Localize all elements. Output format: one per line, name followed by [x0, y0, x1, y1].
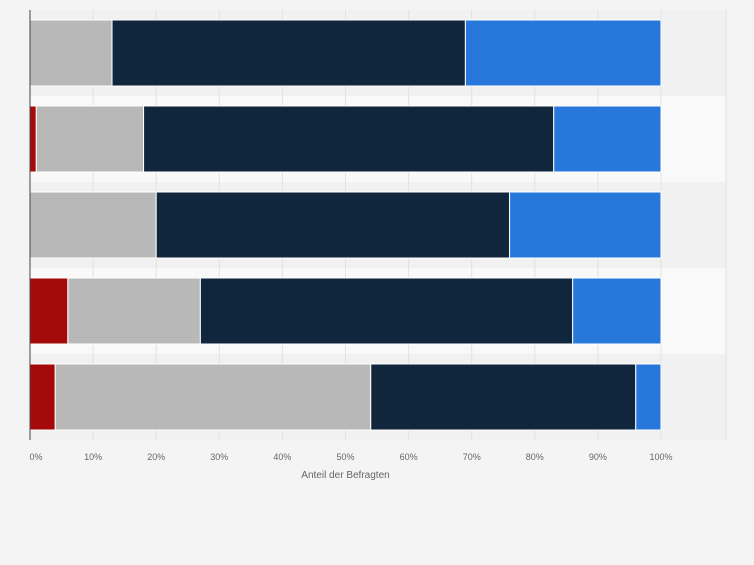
bar-segment-row2-series2	[35, 105, 145, 173]
x-axis-ticks: 0% 10% 20% 30% 40% 50% 60% 70% 80% 90% 100%	[29, 452, 672, 462]
x-axis-label: Anteil der Befragten	[301, 470, 389, 481]
bar-segment-row3-series3	[155, 191, 511, 259]
bar-segment-row5-series2	[54, 363, 372, 431]
x-tick-label: 100%	[649, 452, 672, 462]
x-tick-label: 40%	[273, 452, 291, 462]
x-tick-label: 90%	[589, 452, 607, 462]
bar-segment-row3-series4	[509, 191, 662, 259]
x-tick-label: 0%	[29, 452, 42, 462]
x-tick-label: 10%	[84, 452, 102, 462]
bar-segment-row1-series3	[111, 19, 466, 87]
bar-segments	[29, 19, 662, 431]
bar-segment-row1-series2	[29, 19, 113, 87]
x-tick-label: 60%	[400, 452, 418, 462]
bar-segment-row3-series2	[29, 191, 157, 259]
bar-segment-row1-series4	[464, 19, 662, 87]
bar-segment-row4-series3	[199, 277, 574, 345]
x-tick-label: 50%	[336, 452, 354, 462]
x-tick-label: 30%	[210, 452, 228, 462]
bar-segment-row4-series4	[572, 277, 662, 345]
bar-segment-row4-series1	[29, 277, 69, 345]
x-tick-label: 70%	[463, 452, 481, 462]
bar-segment-row2-series1	[29, 105, 37, 173]
bar-segment-row2-series4	[553, 105, 662, 173]
bar-segment-row5-series1	[29, 363, 56, 431]
bar-segment-row2-series3	[143, 105, 555, 173]
x-tick-label: 80%	[526, 452, 544, 462]
bar-segment-row4-series2	[67, 277, 201, 345]
x-tick-label: 20%	[147, 452, 165, 462]
bar-segment-row5-series4	[635, 363, 662, 431]
bar-segment-row5-series3	[370, 363, 637, 431]
